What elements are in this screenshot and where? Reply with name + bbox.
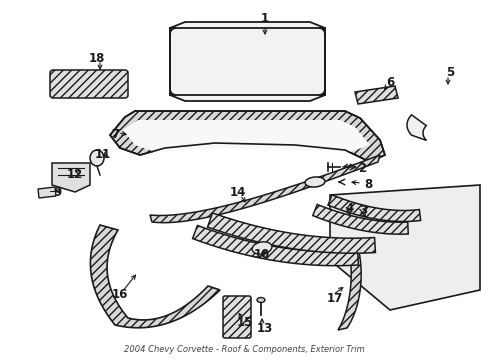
Polygon shape (354, 86, 397, 104)
Text: 13: 13 (256, 321, 273, 334)
Text: 1: 1 (261, 12, 268, 24)
Text: 12: 12 (67, 168, 83, 181)
Ellipse shape (90, 150, 104, 166)
Polygon shape (52, 163, 90, 192)
Text: 16: 16 (112, 288, 128, 302)
Text: 4: 4 (345, 202, 353, 215)
Ellipse shape (257, 297, 264, 302)
Polygon shape (207, 213, 375, 253)
Polygon shape (329, 185, 479, 310)
Polygon shape (337, 245, 361, 330)
Text: 8: 8 (363, 179, 371, 192)
Text: 2: 2 (357, 162, 366, 175)
Text: 17: 17 (326, 292, 343, 305)
Polygon shape (150, 155, 379, 222)
Text: 18: 18 (89, 51, 105, 64)
Text: 7: 7 (111, 129, 119, 141)
Polygon shape (170, 22, 325, 101)
Polygon shape (192, 225, 358, 266)
FancyBboxPatch shape (223, 296, 250, 338)
Polygon shape (406, 115, 426, 140)
Text: 10: 10 (253, 248, 269, 261)
Text: 6: 6 (385, 77, 393, 90)
Text: 14: 14 (229, 186, 245, 199)
Text: 2004 Chevy Corvette - Roof & Components, Exterior Trim: 2004 Chevy Corvette - Roof & Components,… (124, 346, 364, 355)
Text: 11: 11 (95, 148, 111, 162)
Ellipse shape (305, 177, 325, 187)
Text: 3: 3 (358, 203, 366, 216)
Text: 15: 15 (236, 316, 253, 329)
Polygon shape (90, 225, 220, 328)
Polygon shape (327, 195, 420, 221)
Polygon shape (123, 120, 369, 152)
Polygon shape (312, 204, 407, 234)
FancyBboxPatch shape (50, 70, 128, 98)
Ellipse shape (252, 242, 271, 254)
Polygon shape (110, 111, 384, 162)
Text: 5: 5 (445, 67, 453, 80)
Text: 9: 9 (54, 186, 62, 199)
Polygon shape (38, 187, 56, 198)
